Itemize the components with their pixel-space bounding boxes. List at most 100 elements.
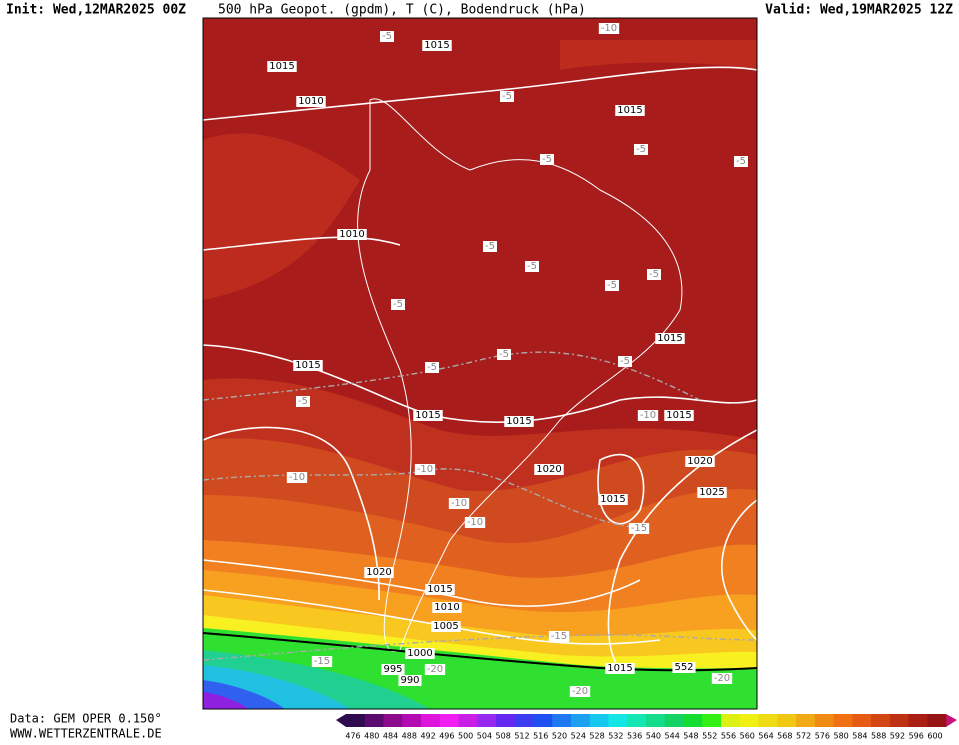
- temperature-label: -15: [551, 631, 567, 642]
- pressure-label: 1000: [407, 648, 432, 659]
- pressure-label-box: [364, 567, 394, 578]
- temperature-label: -5: [298, 396, 308, 407]
- temperature-label: -5: [382, 31, 392, 42]
- temperature-label: -10: [289, 472, 305, 483]
- pressure-label-box: [672, 662, 696, 673]
- temperature-label: -5: [736, 156, 746, 167]
- colorbar-swatch: [589, 714, 609, 727]
- colorbar-swatch: [683, 714, 703, 727]
- temperature-label: -10: [417, 464, 433, 475]
- pressure-label-box: [381, 664, 405, 675]
- temperature-label: -5: [649, 269, 659, 280]
- colorbar-label: 504: [477, 732, 492, 741]
- colorbar-label: 496: [439, 732, 454, 741]
- temperature-label-box: [598, 23, 620, 34]
- temperature-label: -20: [714, 673, 730, 684]
- pressure-label-box: [296, 96, 326, 107]
- colorbar-swatch: [608, 714, 628, 727]
- pressure-label: 552: [674, 662, 693, 673]
- colorbar-swatch: [496, 714, 516, 727]
- temperature-label-box: [711, 673, 733, 684]
- colorbar-swatch: [814, 714, 834, 727]
- pressure-label: 995: [383, 664, 402, 675]
- colorbar-label: 560: [740, 732, 755, 741]
- colorbar-label: 592: [890, 732, 905, 741]
- temperature-label: -10: [601, 23, 617, 34]
- temperature-label-box: [296, 396, 310, 407]
- colorbar-arrow-right: [946, 714, 957, 727]
- colorbar-label: 588: [871, 732, 886, 741]
- pressure-label: 1005: [433, 621, 458, 632]
- pressure-label: 1015: [424, 40, 449, 51]
- colorbar-swatch: [777, 714, 797, 727]
- pressure-label-box: [413, 410, 443, 421]
- valid-time: Valid: Wed,19MAR2025 12Z: [765, 3, 953, 18]
- pressure-label-box: [337, 229, 367, 240]
- pressure-label: 990: [400, 675, 419, 686]
- pressure-label: 1015: [617, 105, 642, 116]
- pressure-label-box: [655, 333, 685, 344]
- colorbar-swatch: [889, 714, 909, 727]
- colorbar-label: 564: [758, 732, 773, 741]
- colorbar-swatch: [421, 714, 441, 727]
- pressure-label-box: [685, 456, 715, 467]
- colorbar-arrow-left: [336, 714, 346, 727]
- colorbar-swatch: [383, 714, 403, 727]
- pressure-label-box: [425, 584, 455, 595]
- temperature-label-box: [628, 523, 650, 534]
- pressure-label: 1015: [666, 410, 691, 421]
- colorbar-swatch: [627, 714, 647, 727]
- temperature-label: -10: [640, 410, 656, 421]
- temperature-label: -5: [393, 299, 403, 310]
- data-source: Data: GEM OPER 0.150°: [10, 712, 162, 726]
- colorbar-swatch: [758, 714, 778, 727]
- temperature-label: -5: [607, 280, 617, 291]
- temperature-label-box: [548, 631, 570, 642]
- pressure-label-box: [598, 494, 628, 505]
- temperature-label-box: [605, 280, 619, 291]
- temperature-label: -5: [542, 154, 552, 165]
- temperature-label-box: [500, 91, 514, 102]
- colorbar-label: 544: [665, 732, 680, 741]
- colorbar-label: 512: [514, 732, 529, 741]
- temperature-label-box: [286, 472, 308, 483]
- colorbar-swatch: [833, 714, 853, 727]
- colorbar-label: 536: [627, 732, 642, 741]
- colorbar-swatch: [871, 714, 891, 727]
- colorbar-swatch: [852, 714, 872, 727]
- temperature-label-box: [448, 498, 470, 509]
- pressure-label-box: [504, 416, 534, 427]
- site-name: WWW.WETTERZENTRALE.DE: [10, 727, 162, 741]
- colorbar-label: 568: [777, 732, 792, 741]
- pressure-label-box: [615, 105, 645, 116]
- temperature-label-box: [618, 356, 632, 367]
- colorbar-label: 516: [533, 732, 548, 741]
- pressure-label: 1015: [657, 333, 682, 344]
- map-frame: [202, 17, 758, 710]
- colorbar-swatch: [702, 714, 722, 727]
- temperature-label-box: [311, 656, 333, 667]
- colorbar-label: 584: [852, 732, 867, 741]
- temperature-label-box: [634, 144, 648, 155]
- colorbar-swatch: [439, 714, 459, 727]
- colorbar-label: 596: [909, 732, 924, 741]
- colorbar-swatch: [402, 714, 422, 727]
- colorbar-label: 476: [345, 732, 360, 741]
- colorbar-label: 532: [608, 732, 623, 741]
- pressure-label: 1015: [600, 494, 625, 505]
- colorbar-label: 548: [683, 732, 698, 741]
- temperature-label: -20: [427, 664, 443, 675]
- pressure-label: 1015: [607, 663, 632, 674]
- temperature-label-box: [525, 261, 539, 272]
- pressure-label: 1020: [366, 567, 391, 578]
- colorbar-label: 552: [702, 732, 717, 741]
- temperature-label: -20: [572, 686, 588, 697]
- temperature-label-box: [424, 664, 446, 675]
- pressure-label: 1015: [415, 410, 440, 421]
- colorbar-label: 484: [383, 732, 398, 741]
- colorbar-label: 556: [721, 732, 736, 741]
- temperature-label-box: [464, 517, 486, 528]
- pressure-label: 1010: [298, 96, 323, 107]
- temperature-label: -5: [636, 144, 646, 155]
